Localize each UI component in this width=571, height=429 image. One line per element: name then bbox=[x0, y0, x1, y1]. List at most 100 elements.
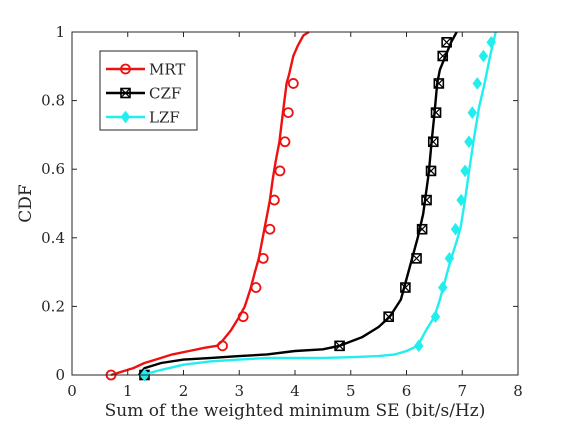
marker-mrt bbox=[250, 282, 262, 293]
legend-label-czf: CZF bbox=[149, 85, 181, 103]
marker-mrt-shape bbox=[264, 223, 276, 235]
y-tick-label: 0.2 bbox=[41, 297, 65, 315]
legend-marker-czf-cross bbox=[120, 88, 131, 98]
marker-mrt bbox=[268, 194, 280, 206]
marker-mrt-shape bbox=[274, 165, 286, 177]
legend-item-lzf: LZF bbox=[106, 109, 180, 127]
marker-lzf-shape bbox=[464, 135, 474, 149]
marker-lzf bbox=[456, 193, 466, 207]
y-tick-label: 0.4 bbox=[41, 229, 65, 247]
series-line-lzf bbox=[141, 31, 497, 377]
marker-lzf bbox=[414, 339, 424, 353]
marker-czf-shape bbox=[427, 136, 439, 148]
marker-czf bbox=[425, 165, 437, 177]
marker-czf-shape bbox=[416, 223, 428, 235]
marker-czf-cross bbox=[400, 282, 411, 293]
series-layer bbox=[105, 30, 497, 382]
x-tick-label: 3 bbox=[234, 382, 244, 400]
marker-lzf-shape bbox=[414, 339, 424, 353]
x-tick-label: 8 bbox=[513, 382, 523, 400]
marker-czf bbox=[427, 136, 439, 148]
x-tick-label: 5 bbox=[346, 382, 356, 400]
marker-mrt-shape bbox=[217, 340, 228, 352]
marker-czf-cross bbox=[433, 78, 444, 89]
tick-layer: 0 1 2 3 4 5 6 7 8 0 0.2 0.4 0.6 0.8 1 bbox=[41, 23, 523, 400]
marker-lzf bbox=[472, 77, 483, 90]
marker-lzf bbox=[464, 135, 474, 149]
marker-czf-shape bbox=[437, 50, 449, 62]
x-tick-label: 4 bbox=[290, 382, 300, 400]
marker-czf-cross bbox=[441, 37, 452, 48]
marker-mrt bbox=[257, 252, 269, 264]
marker-lzf-shape bbox=[430, 310, 441, 324]
x-tick-label: 0 bbox=[67, 382, 77, 400]
marker-lzf-shape bbox=[486, 35, 496, 49]
marker-czf-cross bbox=[417, 224, 428, 235]
marker-mrt bbox=[264, 223, 276, 235]
marker-lzf-shape bbox=[472, 77, 483, 90]
marker-czf bbox=[400, 282, 411, 293]
marker-mrt-shape bbox=[287, 78, 299, 89]
x-tick-label: 7 bbox=[457, 382, 467, 400]
marker-czf bbox=[441, 36, 452, 48]
y-tick-label: 0.6 bbox=[41, 160, 65, 178]
marker-czf-cross bbox=[383, 311, 394, 322]
marker-czf-cross bbox=[426, 165, 436, 176]
marker-czf bbox=[430, 107, 442, 118]
series-czf bbox=[137, 31, 458, 381]
marker-lzf bbox=[444, 252, 455, 265]
marker-lzf bbox=[478, 49, 489, 63]
x-tick-label: 1 bbox=[123, 382, 133, 400]
marker-czf bbox=[421, 194, 432, 206]
marker-mrt bbox=[287, 78, 299, 89]
marker-czf-shape bbox=[430, 107, 442, 118]
legend-marker-mrt-shape bbox=[120, 63, 131, 75]
marker-lzf-shape bbox=[437, 281, 448, 294]
legend-item-czf: CZF bbox=[106, 85, 181, 103]
legend: MRT CZF LZF bbox=[99, 50, 198, 131]
series-lzf bbox=[139, 31, 497, 382]
marker-lzf-shape bbox=[456, 193, 466, 207]
legend-marker-mrt bbox=[120, 63, 131, 75]
marker-mrt bbox=[217, 340, 228, 352]
marker-czf-shape bbox=[441, 36, 452, 48]
marker-czf-shape bbox=[400, 282, 411, 293]
marker-lzf bbox=[430, 310, 441, 324]
marker-mrt-shape bbox=[279, 136, 291, 148]
marker-mrt-shape bbox=[250, 282, 262, 293]
marker-czf-cross bbox=[421, 195, 432, 205]
marker-czf bbox=[334, 340, 345, 352]
series-line-mrt bbox=[110, 30, 310, 377]
marker-lzf-shape bbox=[460, 164, 470, 178]
marker-lzf-shape bbox=[450, 222, 461, 236]
legend-marker-lzf-shape bbox=[120, 110, 131, 124]
legend-marker-czf bbox=[120, 87, 131, 99]
marker-czf-cross bbox=[428, 136, 439, 147]
marker-lzf-shape bbox=[478, 49, 489, 63]
marker-mrt-shape bbox=[237, 311, 249, 323]
marker-lzf-shape bbox=[467, 106, 478, 119]
marker-lzf bbox=[437, 281, 448, 294]
marker-lzf-shape bbox=[444, 252, 455, 265]
x-tick-label: 6 bbox=[402, 382, 412, 400]
y-axis-label: CDF bbox=[16, 184, 36, 223]
marker-czf bbox=[416, 223, 428, 235]
marker-czf-cross bbox=[334, 340, 345, 351]
x-axis-label: Sum of the weighted minimum SE (bit/s/Hz… bbox=[105, 401, 486, 421]
x-tick-label: 2 bbox=[179, 382, 189, 400]
marker-czf-shape bbox=[334, 340, 345, 352]
legend-item-mrt: MRT bbox=[106, 61, 185, 79]
marker-lzf bbox=[450, 222, 461, 236]
marker-czf bbox=[383, 311, 394, 322]
marker-czf bbox=[433, 78, 445, 89]
marker-mrt bbox=[237, 311, 249, 323]
marker-czf-cross bbox=[411, 253, 422, 264]
legend-label-mrt: MRT bbox=[149, 61, 185, 79]
marker-mrt-shape bbox=[257, 252, 269, 264]
marker-czf bbox=[437, 50, 449, 62]
marker-lzf bbox=[467, 106, 478, 119]
y-tick-label: 1 bbox=[55, 23, 65, 41]
marker-mrt bbox=[279, 136, 291, 148]
marker-czf bbox=[411, 253, 422, 264]
